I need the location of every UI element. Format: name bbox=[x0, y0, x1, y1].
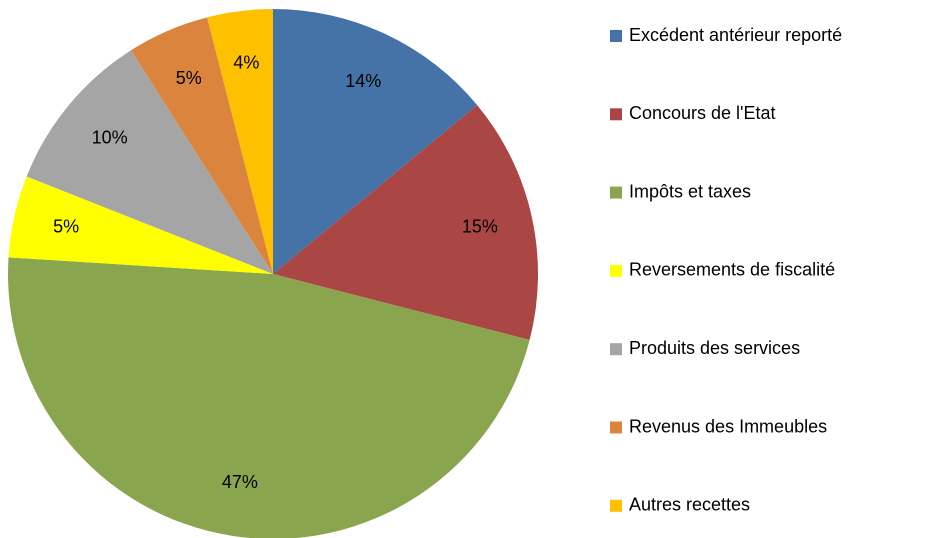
data-label: 15% bbox=[462, 217, 498, 237]
legend-swatch bbox=[610, 30, 622, 42]
legend-swatch bbox=[610, 186, 622, 199]
legend-label: Reversements de fiscalité bbox=[629, 260, 835, 280]
legend-label: Excédent antérieur reporté bbox=[629, 25, 842, 45]
legend-label: Revenus des Immeubles bbox=[629, 416, 827, 436]
data-label: 4% bbox=[233, 52, 259, 72]
pie-slice bbox=[207, 9, 273, 274]
legend-swatch bbox=[610, 264, 622, 277]
legend-swatch bbox=[610, 108, 622, 121]
pie-slice bbox=[131, 17, 273, 274]
legend-label: Produits des services bbox=[629, 338, 800, 358]
legend-swatch bbox=[610, 421, 622, 434]
pie-slice bbox=[273, 9, 478, 274]
legend-swatch bbox=[610, 343, 622, 356]
pie-slice bbox=[8, 176, 273, 274]
legend-label: Impôts et taxes bbox=[629, 181, 751, 201]
data-label: 14% bbox=[345, 71, 381, 91]
data-label: 47% bbox=[222, 472, 258, 492]
legend-swatch bbox=[610, 499, 622, 512]
pie-slice bbox=[8, 257, 530, 538]
legend-label: Concours de l'Etat bbox=[629, 103, 776, 123]
data-label: 5% bbox=[176, 68, 202, 88]
legend-label: Autres recettes bbox=[629, 495, 750, 515]
pie-slice bbox=[273, 105, 539, 340]
data-label: 10% bbox=[92, 128, 128, 148]
pie-slice bbox=[26, 50, 273, 275]
data-label: 5% bbox=[53, 217, 79, 237]
